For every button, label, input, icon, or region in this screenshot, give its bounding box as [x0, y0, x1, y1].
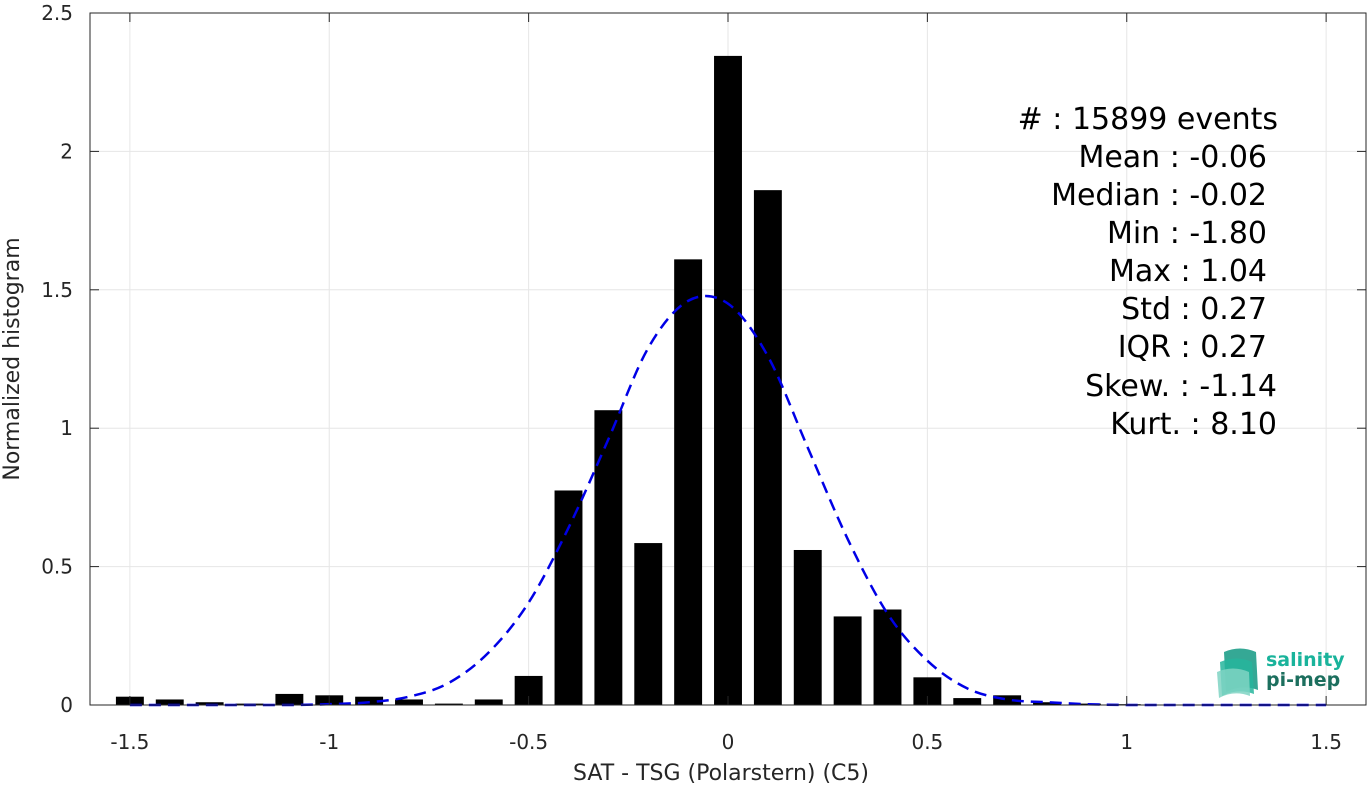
histogram-bar: [395, 699, 423, 705]
wave-logo-icon: [1217, 648, 1258, 698]
salinity-pimep-logo: salinity pi-mep: [1217, 648, 1345, 698]
y-tick-labels: 0 0.5 1 1.5 2 2.5: [41, 1, 73, 717]
axes: [89, 12, 1367, 706]
histogram-bar: [873, 609, 902, 705]
x-tick-label: 1.5: [1310, 730, 1342, 754]
histogram-bar: [993, 695, 1022, 705]
stat-events: # : 15899 events: [1018, 102, 1278, 137]
y-tick-label: 0.5: [41, 555, 73, 579]
y-tick-label: 0: [60, 693, 73, 717]
histogram-bar: [594, 410, 623, 705]
y-tick-label: 1: [60, 416, 73, 440]
stat-skew: Skew. : -1.14: [1085, 369, 1277, 404]
stat-kurt: Kurt. : 8.10: [1110, 407, 1277, 442]
x-tick-label: -0.5: [509, 730, 548, 754]
x-tick-label: 0: [722, 730, 735, 754]
y-tick-label: 1.5: [41, 278, 73, 302]
stat-median: Median : -0.02: [1051, 178, 1267, 213]
histogram-bar: [953, 698, 982, 705]
x-tick-label: -1: [319, 730, 339, 754]
histogram-bar: [275, 693, 304, 705]
histogram-bar: [355, 696, 384, 705]
histogram-bar: [674, 259, 703, 705]
histogram-bar: [554, 490, 583, 705]
statistics-annotation: # : 15899 events Mean : -0.06 Median : -…: [1018, 102, 1278, 442]
stat-iqr: IQR : 0.27: [1118, 330, 1267, 365]
histogram-bars: [115, 55, 1141, 706]
histogram-bar: [634, 543, 663, 705]
histogram-bar: [195, 702, 224, 705]
histogram-bar: [753, 190, 782, 706]
histogram-bar: [1072, 703, 1101, 705]
histogram-bar: [1033, 702, 1061, 705]
histogram-bar: [833, 616, 862, 705]
x-tick-label: -1.5: [110, 730, 149, 754]
y-tick-label: 2.5: [41, 1, 73, 25]
logo-text-salinity: salinity: [1266, 649, 1345, 671]
histogram-bar: [434, 703, 463, 705]
logo-text-pimep: pi-mep: [1266, 669, 1340, 691]
y-tick-label: 2: [60, 139, 73, 163]
stat-min: Min : -1.80: [1107, 216, 1267, 251]
stat-mean: Mean : -0.06: [1078, 140, 1267, 175]
y-axis-label: Normalized histogram: [0, 237, 25, 480]
stat-max: Max : 1.04: [1109, 254, 1267, 289]
histogram-bar: [155, 699, 184, 705]
x-tick-label: 0.5: [911, 730, 943, 754]
stat-std: Std : 0.27: [1121, 292, 1267, 327]
histogram-bar: [714, 55, 742, 706]
x-axis-label: SAT - TSG (Polarstern) (C5): [573, 761, 869, 785]
histogram-bar: [793, 549, 822, 705]
x-tick-label: 1: [1120, 730, 1133, 754]
x-tick-labels: -1.5 -1 -0.5 0 0.5 1 1.5: [110, 730, 1342, 754]
histogram-bar: [474, 699, 503, 705]
gaussian-fit-line: [129, 294, 1327, 707]
